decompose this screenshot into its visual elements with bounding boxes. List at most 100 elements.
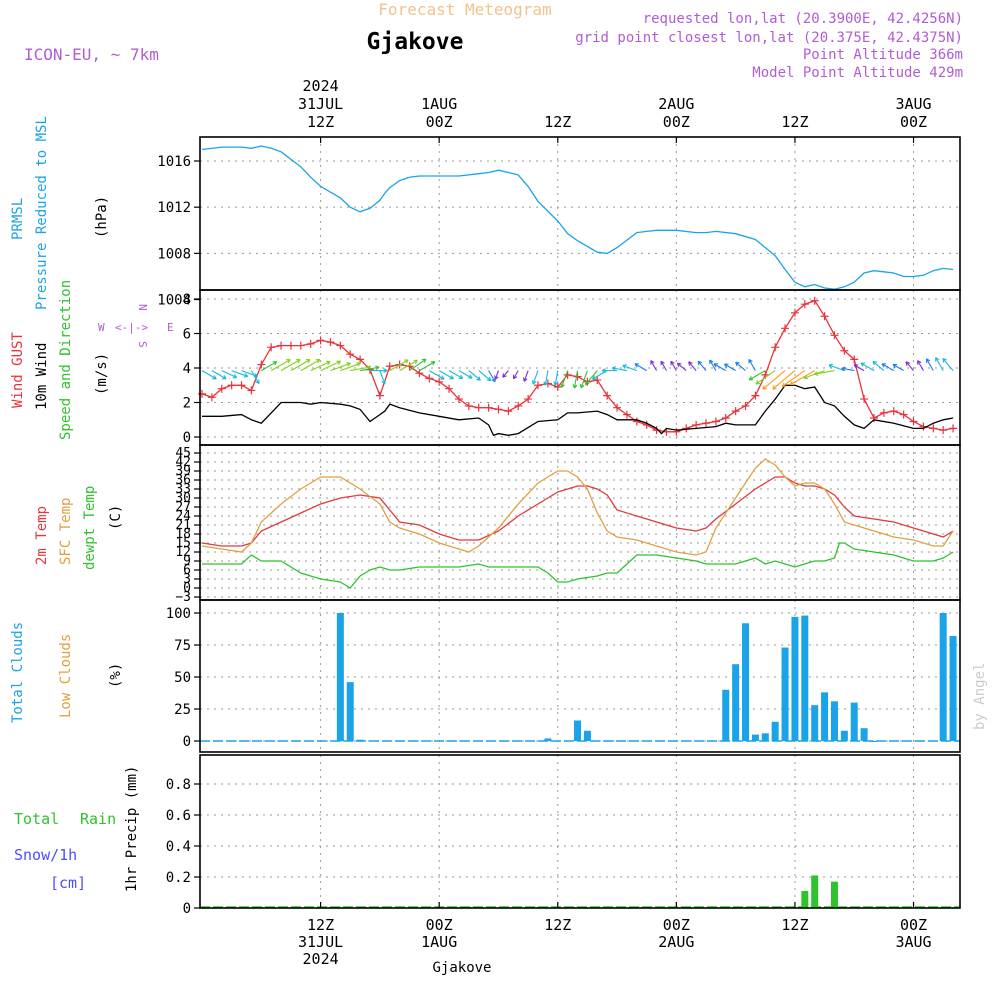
precip-grid <box>200 755 960 909</box>
wind-arrow <box>650 360 658 371</box>
wind-arrow <box>755 370 776 385</box>
time-tick-label: 12Z <box>781 916 808 934</box>
wind-arrow <box>841 366 855 372</box>
gust-marker <box>929 424 938 433</box>
pressure-y-axis: 1004 1008 1012 1016 <box>157 154 200 309</box>
y-tick-label: 6 <box>183 563 191 578</box>
wind-arrow <box>531 370 539 385</box>
wind-arrow <box>748 370 766 381</box>
bar <box>583 730 591 741</box>
gust-marker <box>593 376 602 385</box>
location-title: Gjakove <box>367 29 464 55</box>
gust-marker <box>949 424 958 433</box>
gust-marker <box>385 362 394 371</box>
y-tick-label: 27 <box>175 500 191 515</box>
precip-panel: 0 0.2 0.4 0.6 0.8 <box>166 754 961 917</box>
bar <box>751 734 759 741</box>
gust-marker <box>277 341 286 350</box>
y-tick-label: 21 <box>175 518 191 533</box>
wind-speed-direction-label: Speed and Direction <box>58 280 74 440</box>
wind-arrow <box>560 370 569 388</box>
gust-marker <box>237 381 246 390</box>
wind-arrow <box>379 370 386 385</box>
wind-arrow <box>543 370 549 386</box>
gust-marker <box>445 384 454 393</box>
gust-marker <box>306 339 315 348</box>
gust-marker <box>464 401 473 410</box>
wind-arrow <box>512 370 519 380</box>
y-tick-label: 0.2 <box>166 870 191 886</box>
gust-marker <box>336 341 345 350</box>
wind-arrow <box>872 360 885 372</box>
wind-arrow <box>892 363 904 372</box>
precip-rain-label: Rain <box>80 810 116 828</box>
y-tick-label: 9 <box>183 554 191 569</box>
bar <box>732 664 740 741</box>
time-tick-label: 00Z <box>900 916 927 934</box>
bar <box>830 701 838 741</box>
low-clouds-label: Low Clouds <box>58 634 74 718</box>
bar <box>336 613 344 741</box>
y-tick-label: 6 <box>183 327 191 343</box>
y-tick-label: 1004 <box>157 293 191 309</box>
y-tick-label: 0 <box>183 901 191 917</box>
gust-marker <box>702 419 710 428</box>
gust-marker <box>356 355 365 364</box>
time-tick-label: 1AUG <box>421 933 457 951</box>
wind-arrow <box>724 363 736 372</box>
wind-arrow <box>935 357 944 371</box>
gust-marker <box>514 401 523 410</box>
wind-10m-label: 10m Wind <box>34 343 50 410</box>
wind-arrow <box>676 362 687 372</box>
precip-y-axis: 0 0.2 0.4 0.6 0.8 <box>166 777 200 917</box>
gust-marker <box>316 336 325 345</box>
time-tick-label: 00Z <box>426 916 453 934</box>
model-label: ICON-EU, ~ 7km <box>24 45 159 64</box>
clouds-unit: (%) <box>108 663 124 688</box>
time-tick-label: 3AUG <box>895 95 931 113</box>
bar <box>356 739 364 741</box>
gust-marker <box>603 391 612 400</box>
gust-marker <box>751 391 760 400</box>
product-title: Forecast Meteogram <box>378 0 551 19</box>
compass-north: N <box>136 304 149 311</box>
wind-arrow <box>905 361 914 371</box>
bar <box>761 733 769 741</box>
time-tick-label: 12Z <box>307 916 334 934</box>
wind-arrow <box>231 370 249 378</box>
wind-arrow <box>813 370 835 376</box>
pressure-label: Pressure Reduced to MSL <box>34 116 50 310</box>
y-tick-label: 33 <box>175 482 191 497</box>
wind-arrow <box>250 370 260 385</box>
gust-marker <box>375 391 384 400</box>
clouds-y-axis: 0 25 50 75 100 <box>166 606 200 750</box>
wind-arrow <box>709 359 717 371</box>
gust-marker <box>346 350 355 359</box>
gust-marker <box>790 308 799 317</box>
wind-arrow <box>340 362 361 372</box>
gust-marker <box>247 386 256 395</box>
bar <box>791 616 799 741</box>
y-tick-label: 3 <box>183 572 191 587</box>
time-tick-label: 31JUL <box>298 933 343 951</box>
gust-marker <box>613 403 622 412</box>
wind-arrow <box>828 363 845 372</box>
wind-grid <box>200 290 960 445</box>
y-tick-label: 0 <box>183 734 191 750</box>
gust-marker <box>454 395 463 404</box>
wind-arrow <box>925 358 934 371</box>
temp-sfc-label: SFC Temp <box>58 498 74 565</box>
gust-marker <box>217 384 226 393</box>
y-tick-label: 0.6 <box>166 808 191 824</box>
precip-total-label: Total <box>14 810 59 828</box>
wind-arrow <box>478 370 492 382</box>
wind-arrow <box>360 365 380 372</box>
gust-marker <box>879 408 888 417</box>
wind-arrow <box>389 359 409 372</box>
bar <box>781 647 789 741</box>
series-line <box>201 476 954 547</box>
y-tick-label: 1016 <box>157 154 191 170</box>
footer-location: Gjakove <box>432 960 491 976</box>
bar <box>821 692 829 741</box>
